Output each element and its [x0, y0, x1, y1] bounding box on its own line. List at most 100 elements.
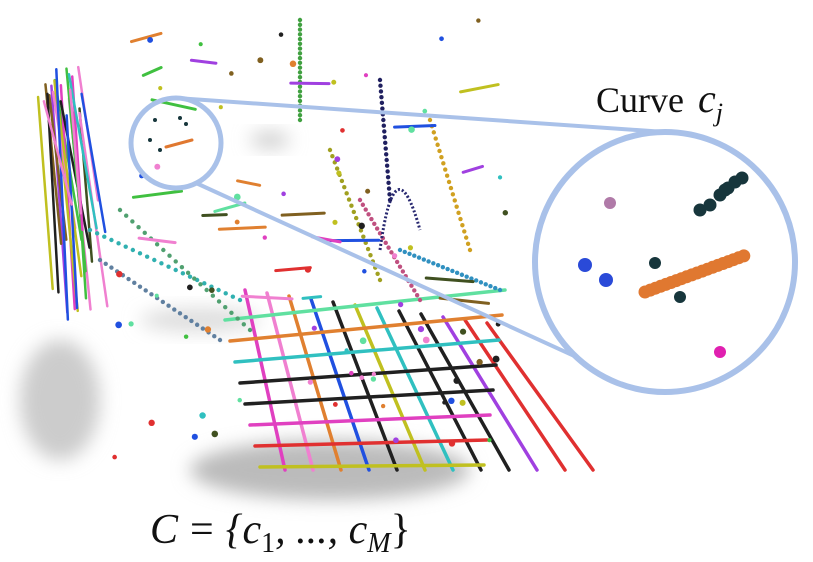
curve-point — [145, 254, 149, 258]
point — [158, 86, 162, 90]
curve-point — [401, 269, 405, 273]
curve-point — [174, 268, 178, 272]
shadow — [250, 132, 290, 148]
curve-point — [167, 254, 171, 258]
point — [418, 326, 424, 332]
curve-point — [138, 284, 142, 288]
point — [147, 37, 153, 43]
curve-point — [155, 242, 159, 246]
set-open: {c — [226, 507, 262, 553]
curve-point — [130, 219, 134, 223]
point — [333, 402, 338, 407]
curve-point — [385, 169, 389, 173]
curve-point — [488, 284, 492, 288]
point — [498, 175, 502, 179]
curve-point — [248, 328, 252, 332]
curve-point — [378, 278, 382, 282]
curve-point — [375, 226, 379, 230]
set-last-index: M — [366, 528, 392, 559]
point — [184, 122, 188, 126]
curve-point — [364, 207, 368, 211]
curve-point — [212, 334, 216, 338]
point — [184, 334, 188, 338]
point — [192, 434, 198, 440]
point — [714, 346, 726, 358]
curve-point — [144, 288, 148, 292]
curve-point — [366, 247, 370, 251]
curve-point — [298, 94, 302, 98]
curve-point — [369, 217, 373, 221]
shadow — [190, 440, 470, 500]
point — [116, 271, 122, 277]
curve-point — [298, 51, 302, 55]
point — [290, 61, 297, 68]
curve-point — [335, 166, 339, 170]
curve — [303, 297, 321, 299]
point — [281, 192, 286, 197]
point — [649, 257, 661, 269]
point — [476, 359, 482, 365]
curve-point — [95, 231, 99, 235]
curve-point — [298, 118, 302, 122]
point — [392, 253, 397, 258]
curve-point — [161, 248, 165, 252]
curve-point — [298, 56, 302, 60]
point — [331, 80, 336, 85]
curve-point — [462, 229, 466, 233]
curve-point — [298, 70, 302, 74]
curve-point — [451, 192, 455, 196]
point — [359, 375, 364, 380]
curve-point — [426, 259, 430, 263]
point — [115, 322, 122, 329]
curve-point — [398, 264, 402, 268]
point — [279, 32, 284, 37]
point — [334, 156, 340, 162]
point — [449, 440, 455, 446]
curve-point — [186, 271, 190, 275]
point — [359, 223, 365, 229]
point — [229, 71, 234, 76]
curve-point — [443, 167, 447, 171]
curve-point — [386, 181, 390, 185]
curve-point — [298, 84, 302, 88]
curve-point — [204, 288, 208, 292]
point — [476, 18, 480, 22]
point — [460, 329, 466, 335]
curve — [143, 68, 161, 76]
curve-point — [340, 179, 344, 183]
curve-point — [138, 251, 142, 255]
point — [155, 294, 159, 298]
curve — [242, 296, 292, 299]
curve-point — [379, 95, 383, 99]
curve-point — [441, 265, 445, 269]
curve-point — [109, 238, 113, 242]
curve-point — [242, 322, 246, 326]
curve-point — [383, 141, 387, 145]
curve-point — [368, 253, 372, 257]
curve-point — [192, 276, 196, 280]
point — [336, 171, 341, 176]
set-label: C={c1, ..., cM} — [150, 507, 411, 559]
point — [423, 337, 430, 344]
curve-point — [435, 143, 439, 147]
point — [209, 287, 215, 293]
curve-point — [298, 61, 302, 65]
curve-point — [449, 186, 453, 190]
curve-point — [298, 37, 302, 41]
curve — [282, 213, 324, 215]
curve-point — [149, 292, 153, 296]
curve-point — [445, 267, 449, 271]
curve-point — [347, 197, 351, 201]
curve-point — [366, 212, 370, 216]
point — [719, 184, 732, 197]
curve-point — [447, 180, 451, 184]
curve-point — [124, 244, 128, 248]
point — [704, 199, 717, 212]
point — [199, 412, 205, 418]
point — [344, 348, 348, 352]
curve-point — [432, 130, 436, 134]
curve-point — [88, 228, 92, 232]
curve-point — [166, 304, 170, 308]
curve-point — [298, 32, 302, 36]
curve-point — [298, 46, 302, 50]
